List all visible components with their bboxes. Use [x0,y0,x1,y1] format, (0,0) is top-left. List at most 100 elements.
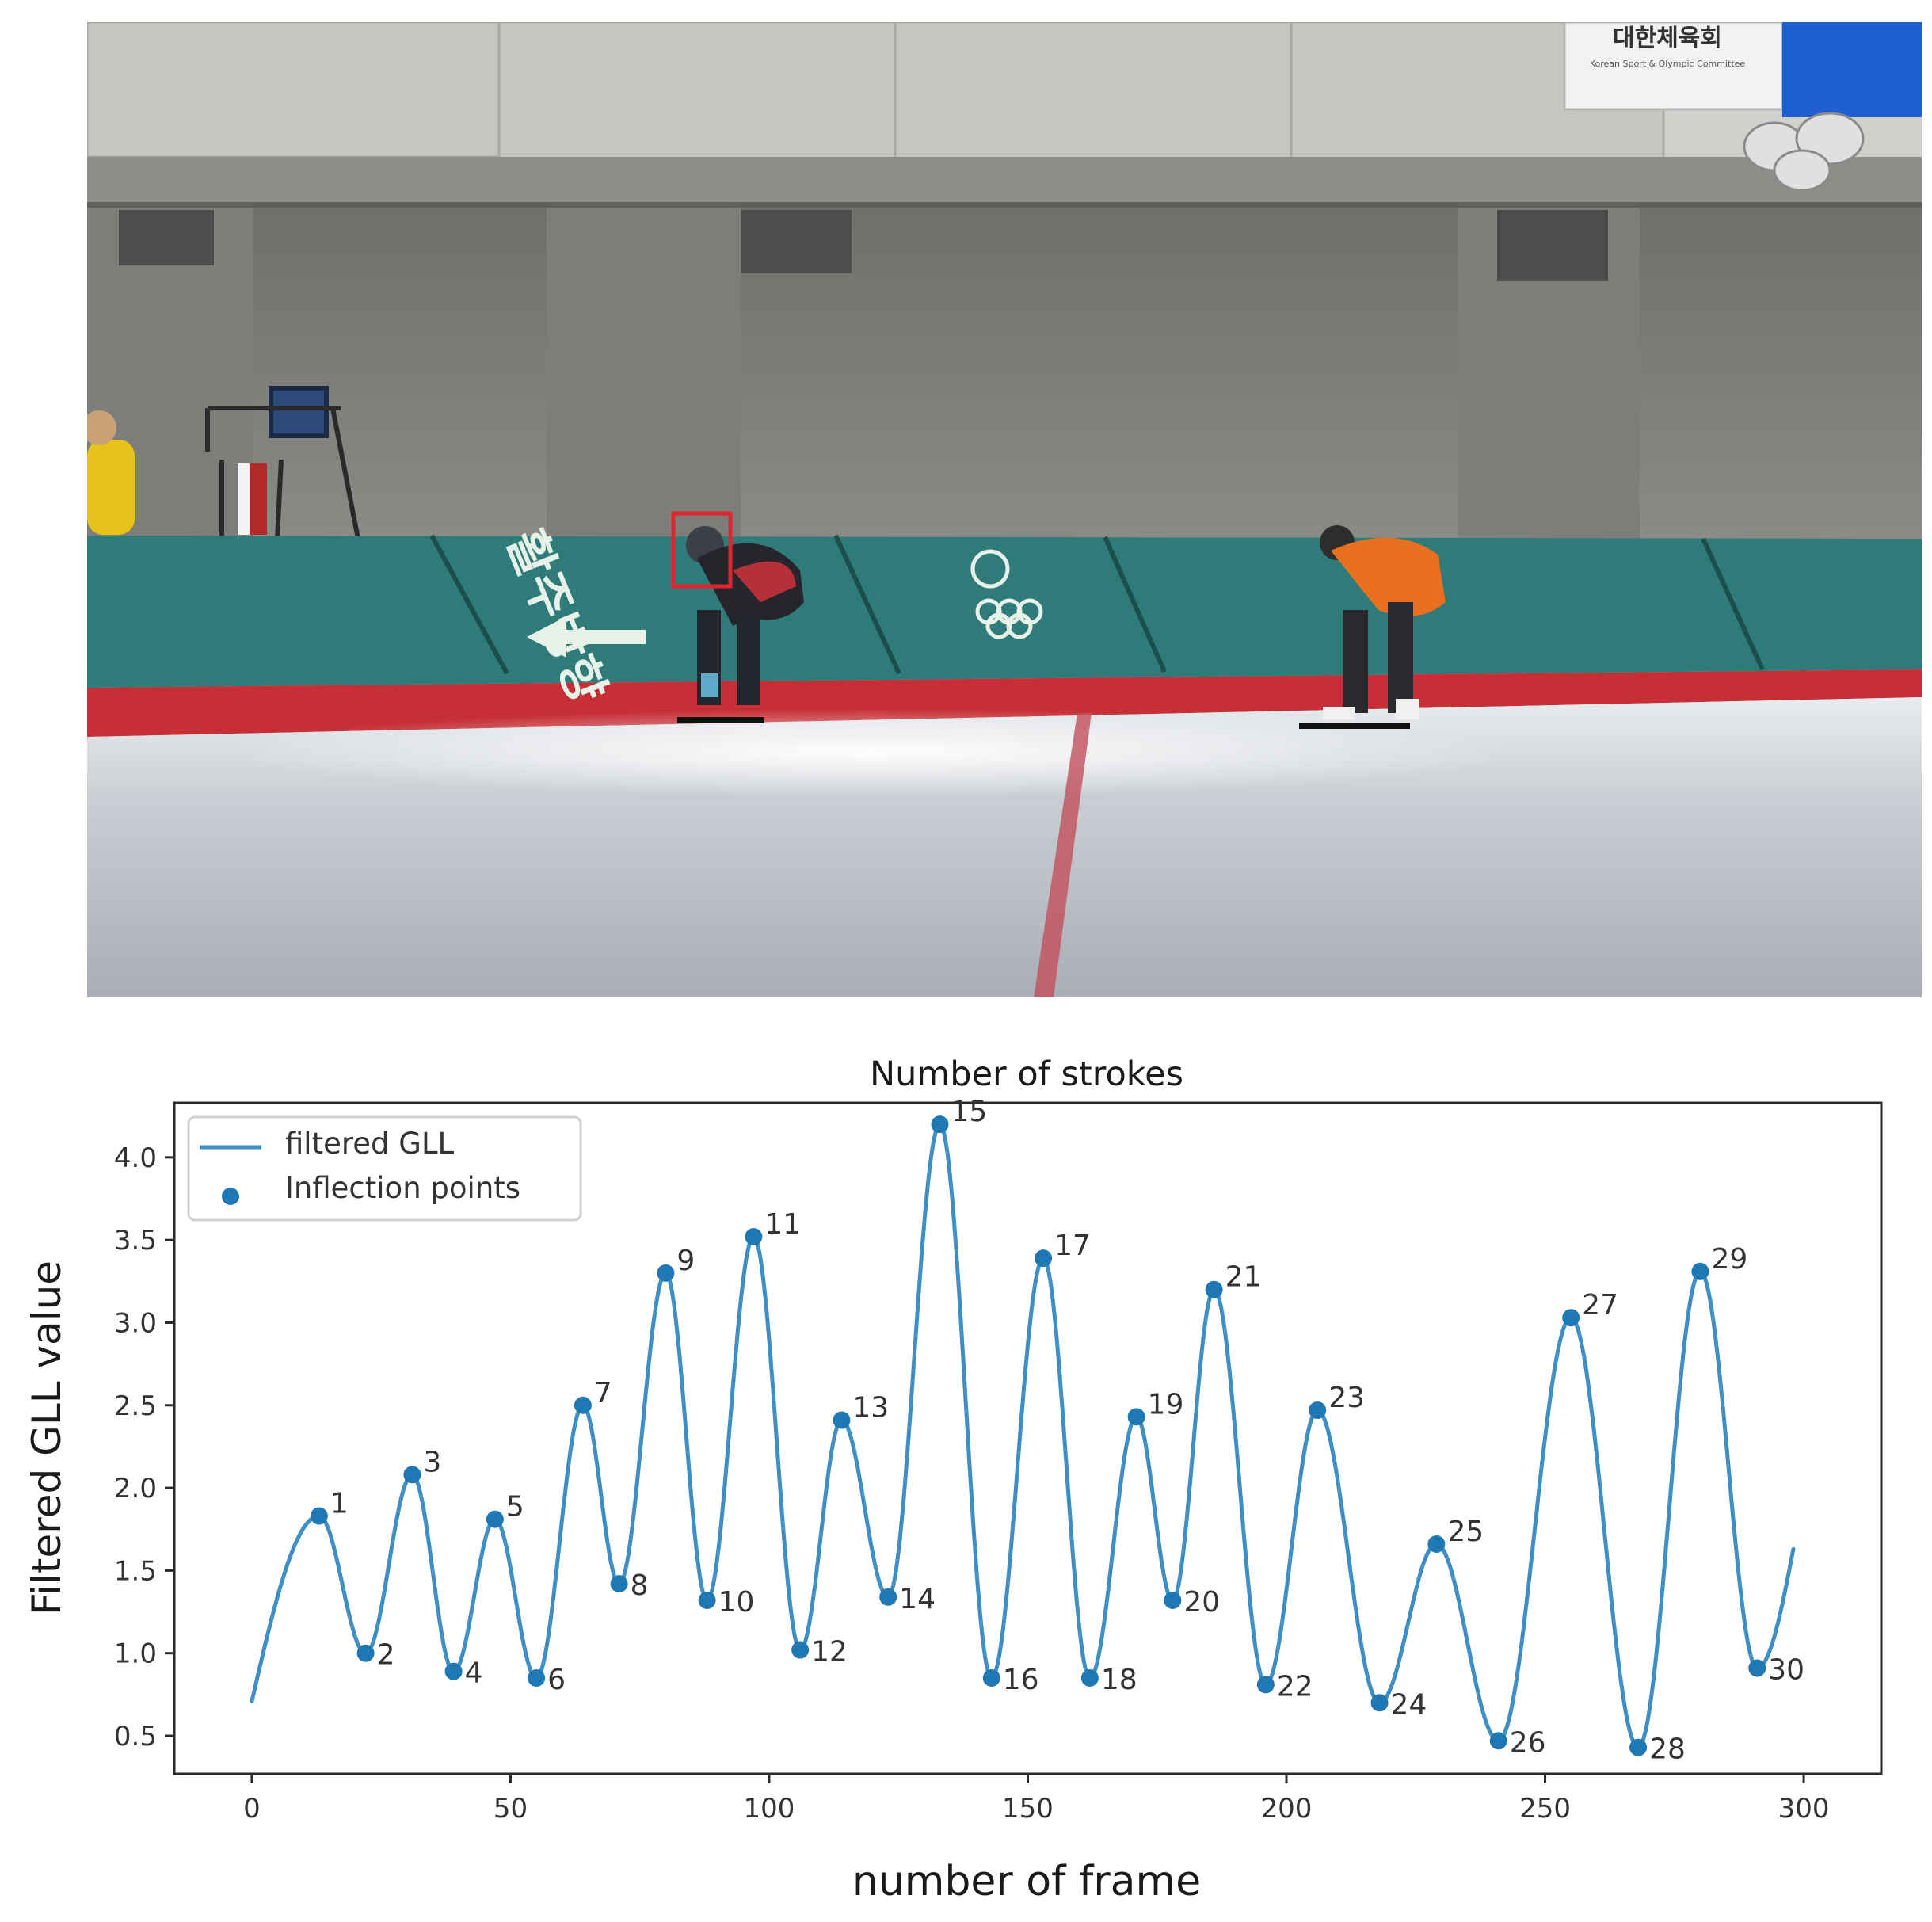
inflection-point-label: 3 [423,1446,441,1478]
inflection-point [879,1588,897,1606]
y-tick-label: 2.0 [114,1473,157,1504]
ceiling-vents [119,210,1608,281]
inflection-point-label: 19 [1148,1388,1184,1421]
inflection-point [698,1591,716,1609]
inflection-point-label: 6 [547,1664,566,1696]
inflection-point-label: 10 [718,1586,755,1619]
inflection-point [657,1264,675,1282]
inflection-point-label: 8 [631,1569,649,1602]
inflection-point [486,1510,504,1528]
inflection-point-labels: 1234567891011121314151617181920212223242… [330,1096,1804,1765]
banner-blue [1782,22,1922,117]
direction-arrow-icon [527,616,646,658]
inflection-point-label: 13 [852,1392,889,1424]
filtered-gll-line [250,1122,1796,1750]
chart-title: Number of strokes [870,1054,1183,1094]
x-tick-label: 50 [493,1793,528,1825]
inflection-point [1629,1738,1648,1756]
inflection-point [1748,1659,1766,1677]
inflection-point [1370,1694,1389,1712]
ice-red-line [1034,713,1092,997]
inflection-point [1309,1401,1327,1420]
inflection-point [1164,1591,1182,1609]
skater-right [1299,525,1446,729]
ceiling-panels [87,22,1665,166]
rink-photo: 대한체육회 Korean Sport & Olympic Committee [87,22,1922,997]
x-tick-label: 250 [1519,1793,1571,1825]
inflection-points [310,1115,1766,1756]
rink-barrier [87,536,1922,688]
inflection-point-label: 18 [1101,1664,1137,1696]
inflection-point [574,1396,592,1414]
inflection-point-label: 4 [465,1657,483,1690]
inflection-point [791,1641,810,1659]
x-tick-label: 200 [1261,1793,1313,1825]
x-tick-label: 150 [1002,1793,1054,1825]
y-tick-label: 3.5 [114,1225,157,1257]
legend-box [187,1115,582,1222]
x-tick-label: 100 [744,1793,795,1825]
official-person [87,410,135,535]
inflection-point [745,1227,763,1245]
inflection-point [403,1466,421,1484]
legend-label-points: Inflection points [285,1171,520,1205]
y-axis-label: Filtered GLL value [24,1260,70,1615]
barrier-seams [429,534,1765,675]
inflection-point [833,1411,851,1429]
inflection-point-label: 25 [1447,1516,1484,1548]
legend: filtered GLL Inflection points [187,1115,582,1222]
inflection-point-label: 17 [1054,1230,1091,1262]
inflection-point-label: 15 [951,1096,987,1128]
inflection-point-label: 7 [594,1377,612,1409]
wall-pillars [87,208,1640,540]
inflection-point-label: 16 [1003,1664,1039,1696]
banner-text: 대한체육회 [1613,25,1722,52]
inflection-point-label: 24 [1391,1688,1427,1721]
y-tick-label: 0.5 [114,1721,157,1752]
y-tick-label: 3.0 [114,1307,157,1339]
inflection-point-label: 5 [506,1491,524,1523]
inflection-point-label: 9 [676,1245,695,1277]
inflection-point-label: 12 [811,1636,848,1668]
y-tick-label: 4.0 [114,1142,157,1174]
x-tick-label: 300 [1778,1793,1830,1825]
inflection-point-label: 2 [377,1639,395,1672]
inflection-point [1080,1669,1099,1687]
legend-label-line: filtered GLL [285,1127,455,1161]
inflection-point-label: 29 [1711,1243,1747,1276]
inflection-point [931,1115,949,1134]
inflection-point [356,1644,375,1662]
inflection-point-label: 14 [899,1583,936,1615]
inflection-point-label: 20 [1183,1586,1220,1619]
inflection-point-label: 11 [764,1208,801,1241]
inflection-point-label: 26 [1510,1726,1546,1759]
inflection-point-label: 1 [330,1488,349,1520]
inflection-point-label: 28 [1649,1733,1686,1766]
inflection-point [1427,1535,1446,1554]
inflection-point-label: 30 [1768,1653,1804,1686]
spotlights [1743,112,1865,192]
ceiling-beam [87,157,1922,206]
inflection-point [310,1507,328,1525]
banner-subtext: Korean Sport & Olympic Committee [1590,59,1746,69]
inflection-point [1256,1676,1275,1694]
x-axis-label: number of frame [852,1858,1201,1905]
chair [205,386,360,540]
inflection-point [1691,1262,1709,1280]
inflection-point-label: 23 [1328,1382,1365,1414]
y-tick-label: 2.5 [114,1390,157,1422]
inflection-point [444,1662,463,1680]
olympic-rings-icon [970,549,1043,639]
inflection-point-label: 22 [1277,1670,1313,1703]
y-tick-label: 1.0 [114,1638,157,1670]
inflection-point [528,1669,546,1687]
x-axis: 0 50 100 150 200 250 300 [243,1774,1829,1825]
y-tick-label: 1.5 [114,1555,157,1587]
tracking-box [671,511,733,589]
legend-point-swatch [222,1188,239,1205]
inflection-point [1205,1280,1223,1298]
inflection-point [1489,1732,1507,1750]
ice-glare [222,709,1521,796]
inflection-point [1127,1408,1145,1426]
